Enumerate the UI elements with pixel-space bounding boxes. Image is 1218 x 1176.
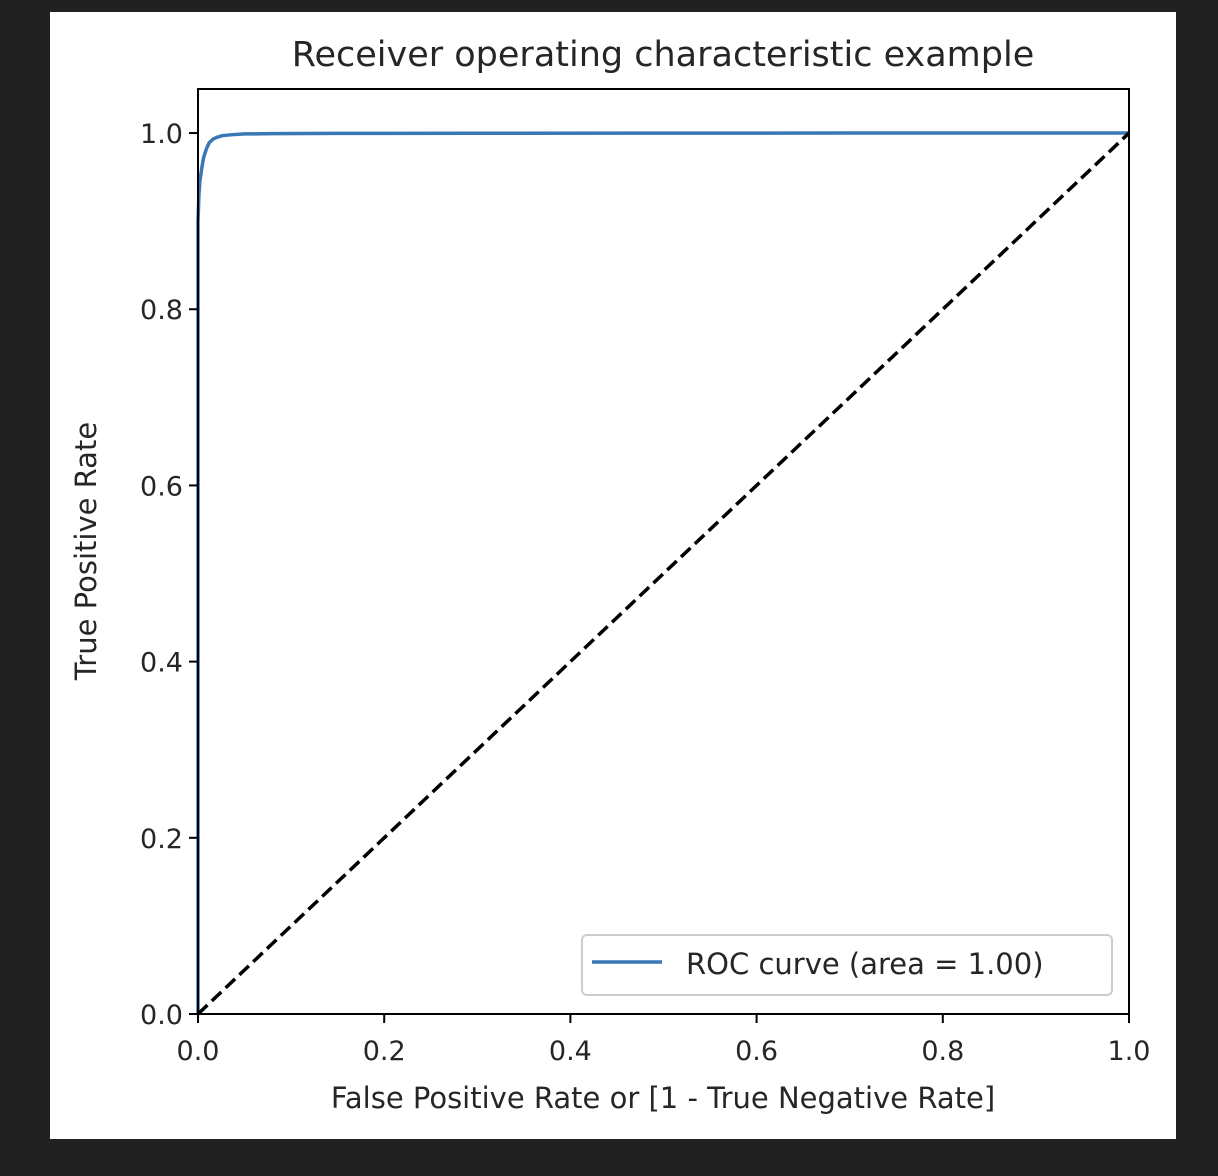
y-tick-label: 0.2 [140,824,183,855]
y-axis: 0.0 0.2 0.4 0.6 0.8 1.0 [140,119,198,1031]
x-axis-label: False Positive Rate or [1 - True Negativ… [331,1081,995,1115]
x-tick-label: 0.6 [735,1036,778,1067]
axes-frame [197,88,1130,1015]
x-tick-label: 0.8 [921,1036,964,1067]
diagonal-reference-line [196,131,1131,1016]
x-tick-label: 0.4 [549,1036,592,1067]
legend-box [581,934,1113,996]
x-tick-label: 0.2 [363,1036,406,1067]
y-tick-label: 0.0 [140,1000,183,1031]
legend: ROC curve (area = 1.00) [581,934,1113,996]
y-tick-label: 0.4 [140,648,183,679]
roc-curve-line [196,131,1129,1014]
chart-title: Receiver operating characteristic exampl… [292,35,1035,75]
y-tick-label: 0.6 [140,471,183,502]
y-tick-label: 0.8 [140,295,183,326]
legend-label-roc: ROC curve (area = 1.00) [686,947,1044,981]
x-tick-label: 1.0 [1108,1036,1151,1067]
plot-area [196,131,1131,1016]
x-tick-label: 0.0 [177,1036,220,1067]
y-axis-label: True Positive Rate [69,422,103,681]
x-axis: 0.0 0.2 0.4 0.6 0.8 1.0 [177,1014,1151,1067]
y-tick-label: 1.0 [140,119,183,150]
